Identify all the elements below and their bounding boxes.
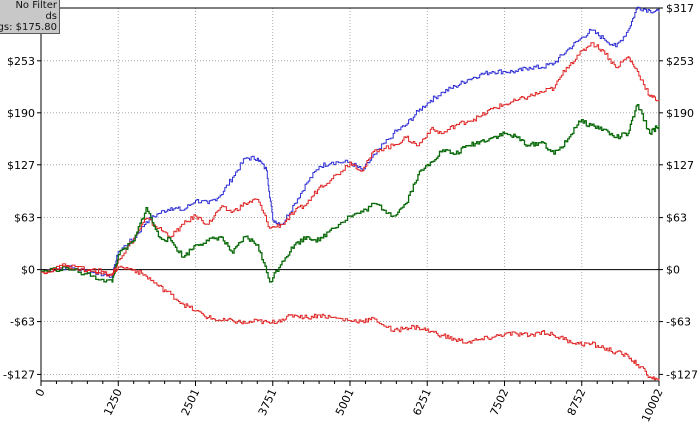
y-tick-label-right-3: $127 [666, 159, 694, 172]
y-tick-label-right-4: $63 [666, 212, 687, 225]
y-tick-label-left-7: -$127 [3, 368, 35, 381]
legend-line-3: gs: $175.80 [0, 22, 57, 33]
y-tick-label-left-4: $63 [14, 212, 35, 225]
y-tick-label-right-5: $0 [666, 264, 680, 277]
legend-box: No Filter ds gs: $175.80 [0, 0, 60, 34]
y-tick-label-left-1: $253 [7, 55, 35, 68]
y-tick-label-right-2: $190 [666, 107, 694, 120]
y-tick-label-left-5: $0 [21, 264, 35, 277]
legend-line-2: ds [45, 11, 57, 22]
y-tick-label-left-3: $127 [7, 159, 35, 172]
x-tick-label-0: 0 [33, 387, 48, 399]
series-lines [41, 6, 660, 381]
series-line-green-2 [41, 103, 660, 283]
y-tick-label-right-0: $317 [666, 2, 694, 15]
y-tick-label-left-2: $190 [7, 107, 35, 120]
y-tick-label-right-7: -$127 [666, 368, 698, 381]
series-line-red-3 [41, 264, 660, 381]
legend-line-1: No Filter [15, 0, 57, 11]
axes [37, 7, 663, 386]
y-tick-label-right-6: -$63 [666, 316, 691, 329]
y-tick-label-left-6: -$63 [10, 316, 35, 329]
y-tick-label-right-1: $253 [666, 55, 694, 68]
